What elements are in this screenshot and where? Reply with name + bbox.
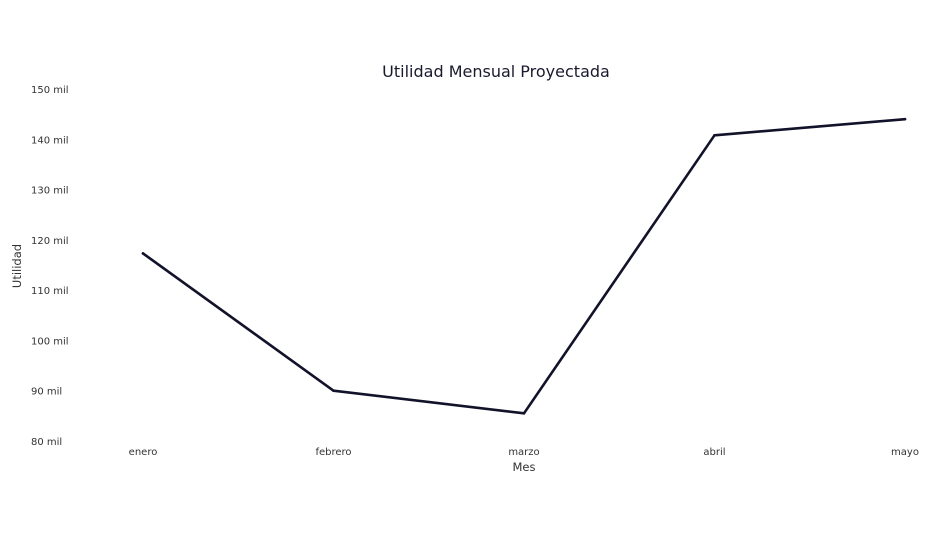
- y-tick-label: 80 mil: [31, 437, 62, 448]
- y-tick-label: 130 mil: [31, 186, 69, 197]
- data-point: [141, 252, 145, 255]
- chart-title: Utilidad Mensual Proyectada: [382, 62, 610, 81]
- x-axis: enero febrero marzo abril mayo: [129, 447, 919, 458]
- y-tick-label: 140 mil: [31, 135, 69, 146]
- data-point: [903, 117, 907, 121]
- x-tick-label: abril: [703, 447, 725, 458]
- y-tick-label: 150 mil: [31, 85, 69, 96]
- y-axis: 80 mil 90 mil 100 mil 110 mil 120 mil 130 mil…: [31, 85, 69, 448]
- x-tick-label: febrero: [315, 447, 351, 458]
- data-point: [713, 133, 716, 137]
- x-axis-title: Mes: [513, 460, 536, 474]
- data-point: [332, 389, 335, 393]
- y-tick-label: 110 mil: [31, 286, 69, 297]
- series-line: [141, 117, 907, 415]
- y-tick-label: 100 mil: [31, 336, 69, 347]
- x-tick-label: mayo: [891, 447, 919, 458]
- y-tick-label: 90 mil: [31, 387, 62, 398]
- series-layer: [141, 117, 907, 415]
- y-axis-title: Utilidad: [10, 244, 24, 288]
- data-point: [522, 412, 526, 415]
- x-tick-label: enero: [129, 447, 158, 458]
- x-tick-label: marzo: [508, 447, 539, 458]
- y-tick-label: 120 mil: [31, 236, 69, 247]
